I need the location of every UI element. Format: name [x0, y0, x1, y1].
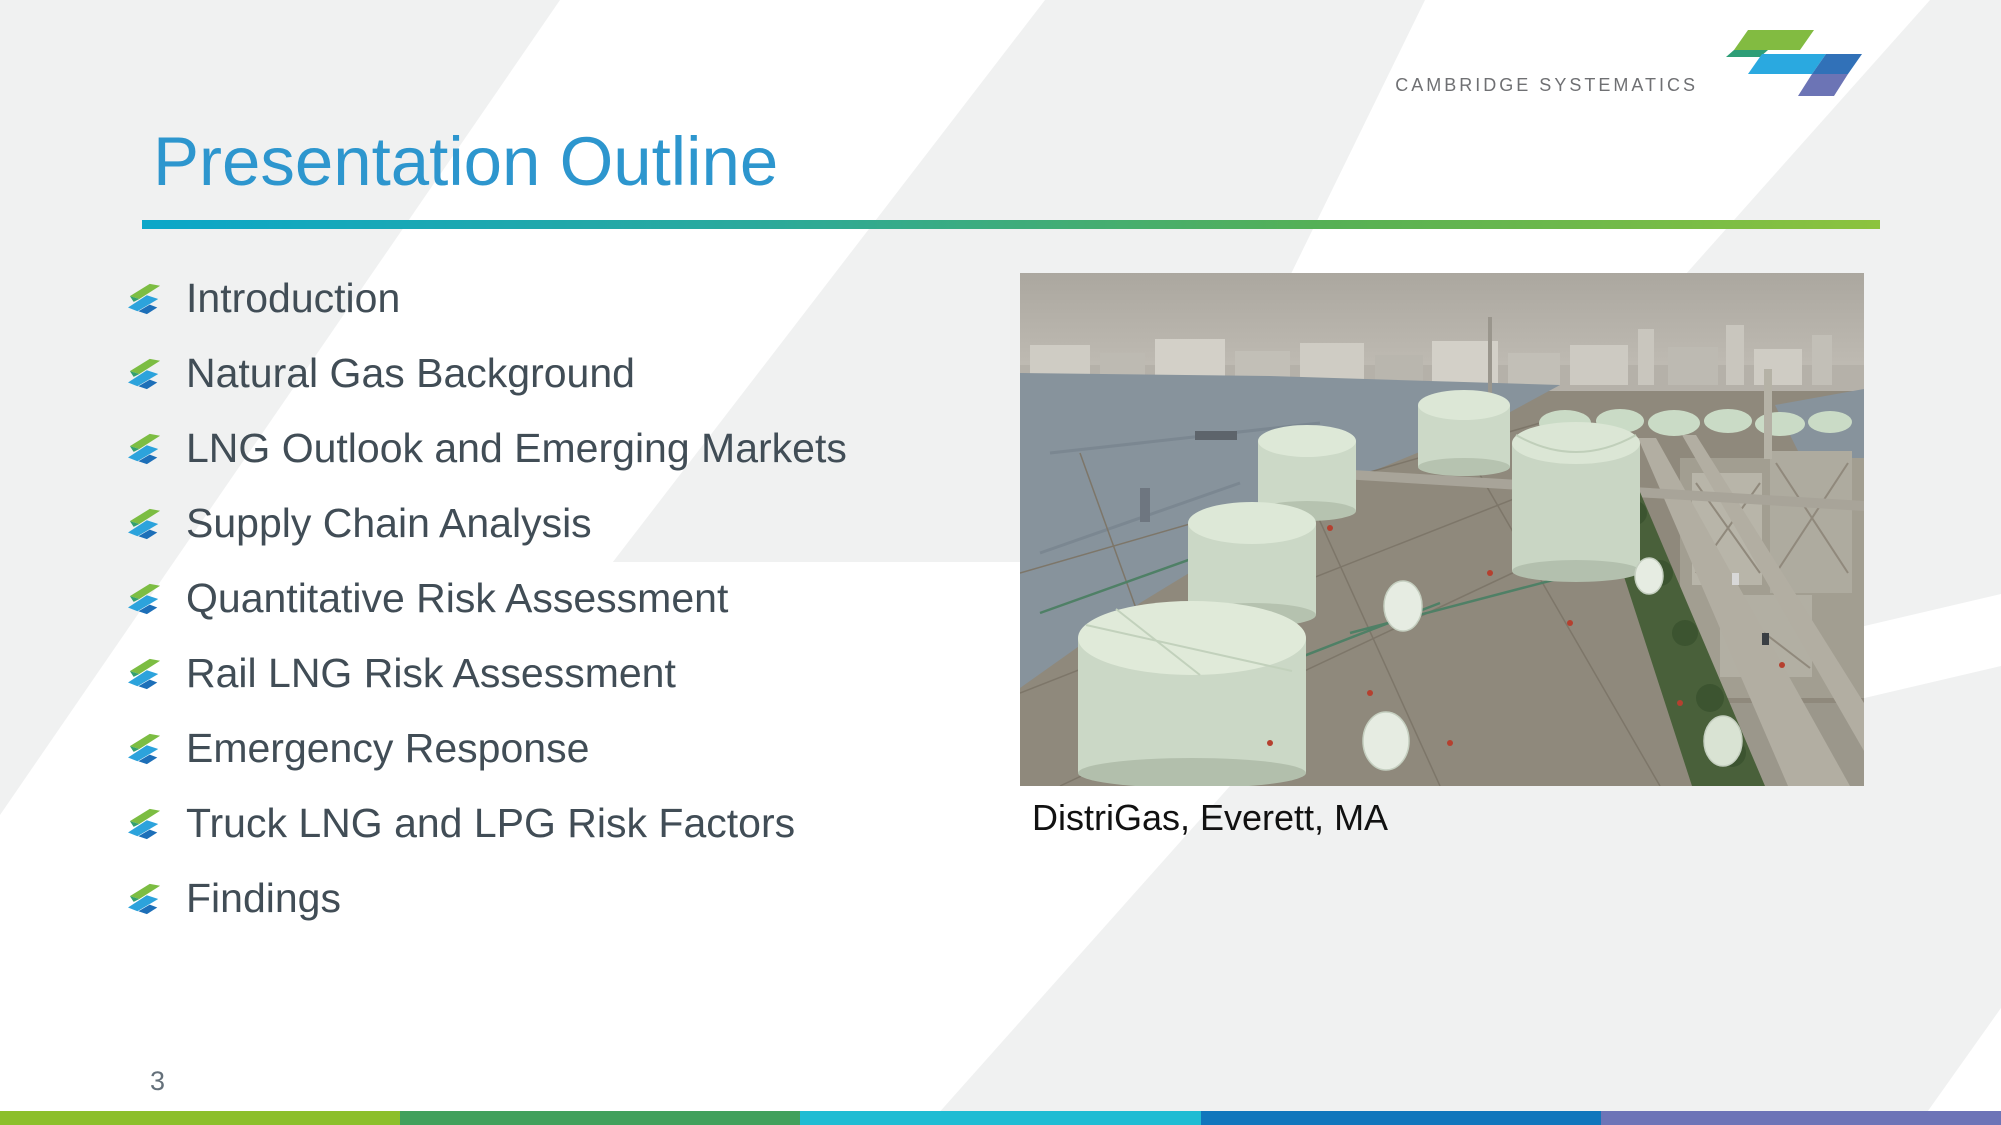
arrow-bullet-icon [128, 283, 161, 314]
outline-list-item: Truck LNG and LPG Risk Factors [126, 786, 847, 861]
arrow-bullet-icon [128, 358, 161, 389]
arrow-bullet-icon [128, 733, 161, 764]
photo-caption: DistriGas, Everett, MA [1032, 797, 1389, 838]
title-underline-rule [142, 220, 1880, 229]
arrow-bullet-icon [128, 433, 161, 464]
outline-list-item: Emergency Response [126, 711, 847, 786]
footer-bar-segment [1200, 1111, 1601, 1125]
footer-bar-segment [800, 1111, 1201, 1125]
footer-color-bar [0, 1111, 2001, 1125]
company-logo-mark-icon [1726, 30, 1862, 96]
outline-item-label: Truck LNG and LPG Risk Factors [186, 800, 796, 846]
page-number: 3 [150, 1066, 166, 1096]
footer-bar-segment [0, 1111, 401, 1125]
arrow-bullet-icon [128, 883, 161, 914]
outline-list-item: Quantitative Risk Assessment [126, 561, 847, 636]
page-title: Presentation Outline [153, 123, 779, 200]
arrow-bullet-icon [128, 808, 161, 839]
outline-list: Introduction Natural Gas Background LNG … [126, 261, 847, 936]
outline-item-label: Natural Gas Background [186, 350, 635, 396]
outline-list-item: Supply Chain Analysis [126, 486, 847, 561]
photo-lng-tanks [1078, 390, 1640, 786]
outline-item-label: Introduction [186, 275, 401, 321]
outline-item-label: Quantitative Risk Assessment [186, 575, 729, 621]
outline-item-label: LNG Outlook and Emerging Markets [186, 425, 847, 471]
outline-list-item: Findings [126, 861, 847, 936]
outline-list-item: Natural Gas Background [126, 336, 847, 411]
outline-item-label: Rail LNG Risk Assessment [186, 650, 676, 696]
outline-list-item: Introduction [126, 261, 847, 336]
outline-list-item: LNG Outlook and Emerging Markets [126, 411, 847, 486]
arrow-bullet-icon [128, 508, 161, 539]
distrigas-photo [1020, 273, 1864, 786]
outline-list-item: Rail LNG Risk Assessment [126, 636, 847, 711]
footer-bar-segment [1600, 1111, 2001, 1125]
outline-item-label: Emergency Response [186, 725, 590, 771]
outline-item-label: Supply Chain Analysis [186, 500, 592, 546]
company-logo: CAMBRIDGE SYSTEMATICS [1395, 30, 1862, 100]
company-logo-text: CAMBRIDGE SYSTEMATICS [1395, 75, 1698, 95]
arrow-bullet-icon [128, 583, 161, 614]
outline-item-label: Findings [186, 875, 341, 921]
footer-bar-segment [400, 1111, 801, 1125]
arrow-bullet-icon [128, 658, 161, 689]
